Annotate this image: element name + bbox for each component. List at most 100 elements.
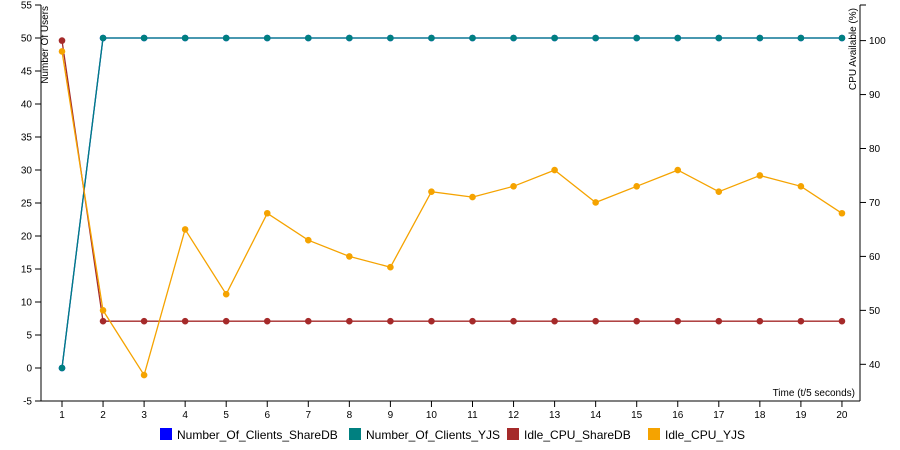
- data-point: [838, 209, 846, 217]
- x-tick-label: 14: [590, 410, 602, 421]
- data-point: [263, 34, 271, 42]
- data-point: [346, 317, 353, 325]
- y-right-tick-label: 40: [869, 360, 881, 371]
- data-point: [305, 34, 312, 42]
- series-line: [61, 51, 843, 377]
- data-point: [756, 172, 764, 179]
- data-point: [510, 34, 517, 42]
- x-tick-label: 10: [426, 410, 438, 421]
- y-left-tick-label: 5: [26, 331, 32, 342]
- y-left-tick-label: 20: [21, 232, 33, 243]
- data-point: [797, 34, 805, 42]
- series-line: [61, 37, 842, 369]
- x-tick-label: 5: [223, 410, 229, 421]
- data-point: [222, 317, 230, 325]
- data-point: [58, 48, 66, 55]
- data-point: [756, 34, 764, 42]
- data-point: [140, 371, 148, 379]
- y-right-tick-label: 90: [869, 90, 881, 101]
- y-right-tick-label: 50: [869, 306, 881, 317]
- x-tick-label: 13: [549, 410, 561, 421]
- legend-label: Number_Of_Clients_YJS: [366, 428, 500, 442]
- y-axis-right-title: CPU Available (%): [848, 8, 859, 90]
- y-right-tick-label: 70: [869, 198, 881, 209]
- series-layer: [58, 34, 846, 379]
- legend-swatch: [349, 428, 361, 440]
- data-point: [756, 317, 764, 325]
- x-tick-label: 2: [100, 410, 106, 421]
- data-point: [592, 199, 599, 206]
- data-point: [99, 34, 107, 42]
- data-point: [140, 317, 148, 325]
- x-tick-label: 19: [795, 410, 807, 421]
- legend-item: Number_Of_Clients_YJS: [349, 428, 500, 442]
- data-point: [387, 317, 394, 325]
- y-axis-left-title: Number Of Users: [40, 6, 51, 84]
- data-point: [387, 263, 394, 271]
- legend-swatch: [507, 428, 519, 440]
- data-point: [387, 34, 394, 42]
- data-point: [58, 364, 66, 372]
- data-point: [305, 317, 312, 325]
- data-point: [715, 34, 723, 42]
- x-tick-label: 8: [347, 410, 353, 421]
- data-point: [428, 188, 435, 195]
- x-tick-label: 15: [631, 410, 643, 421]
- y-right-tick-label: 60: [869, 252, 881, 263]
- data-point: [58, 37, 66, 44]
- y-right-tick-label: 100: [869, 36, 886, 47]
- legend-label: Idle_CPU_YJS: [665, 428, 745, 442]
- data-point: [469, 317, 476, 325]
- data-point: [797, 182, 805, 190]
- data-point: [263, 209, 271, 217]
- x-axis-title: Time (t/5 seconds): [773, 388, 855, 399]
- data-point: [428, 317, 435, 325]
- x-tick-label: 3: [141, 410, 147, 421]
- data-point: [674, 34, 682, 42]
- data-point: [181, 317, 189, 325]
- series-Idle_CPU_YJS: [58, 48, 846, 379]
- legend-swatch: [160, 428, 172, 440]
- data-point: [469, 193, 476, 201]
- data-point: [346, 253, 353, 260]
- legend-label: Idle_CPU_ShareDB: [524, 428, 631, 442]
- data-point: [592, 317, 599, 325]
- data-point: [797, 317, 805, 325]
- data-point: [674, 166, 682, 174]
- data-point: [715, 317, 723, 325]
- x-tick-label: 6: [264, 410, 270, 421]
- legend-item: Number_Of_Clients_ShareDB: [160, 428, 338, 442]
- legend-swatch: [648, 428, 660, 440]
- y-left-tick-label: 0: [26, 364, 32, 375]
- x-tick-label: 4: [182, 410, 188, 421]
- data-point: [633, 34, 640, 42]
- series-line: [61, 40, 842, 322]
- data-point: [181, 34, 189, 42]
- data-point: [633, 182, 640, 190]
- axes: -505101520253035404550554050607080901001…: [21, 1, 886, 422]
- x-tick-label: 11: [467, 410, 478, 421]
- legend-item: Idle_CPU_YJS: [648, 428, 745, 442]
- data-point: [633, 317, 640, 325]
- y-left-tick-label: 30: [21, 166, 33, 177]
- x-tick-label: 7: [306, 410, 312, 421]
- y-right-tick-label: 80: [869, 144, 881, 155]
- x-tick-label: 12: [508, 410, 520, 421]
- data-point: [99, 317, 107, 325]
- y-left-tick-label: 50: [21, 34, 33, 45]
- x-tick-label: 17: [713, 410, 725, 421]
- x-tick-label: 16: [672, 410, 684, 421]
- legend: Number_Of_Clients_ShareDB Number_Of_Clien…: [160, 428, 745, 442]
- data-point: [263, 317, 271, 325]
- y-left-tick-label: 45: [21, 67, 33, 78]
- y-left-tick-label: 25: [21, 199, 33, 210]
- x-tick-label: 9: [388, 410, 394, 421]
- data-point: [674, 317, 682, 325]
- data-point: [838, 34, 846, 42]
- data-point: [551, 34, 558, 42]
- data-point: [428, 34, 435, 42]
- series-line: [61, 37, 842, 369]
- legend-label: Number_Of_Clients_ShareDB: [177, 428, 338, 442]
- y-left-tick-label: 55: [21, 1, 33, 12]
